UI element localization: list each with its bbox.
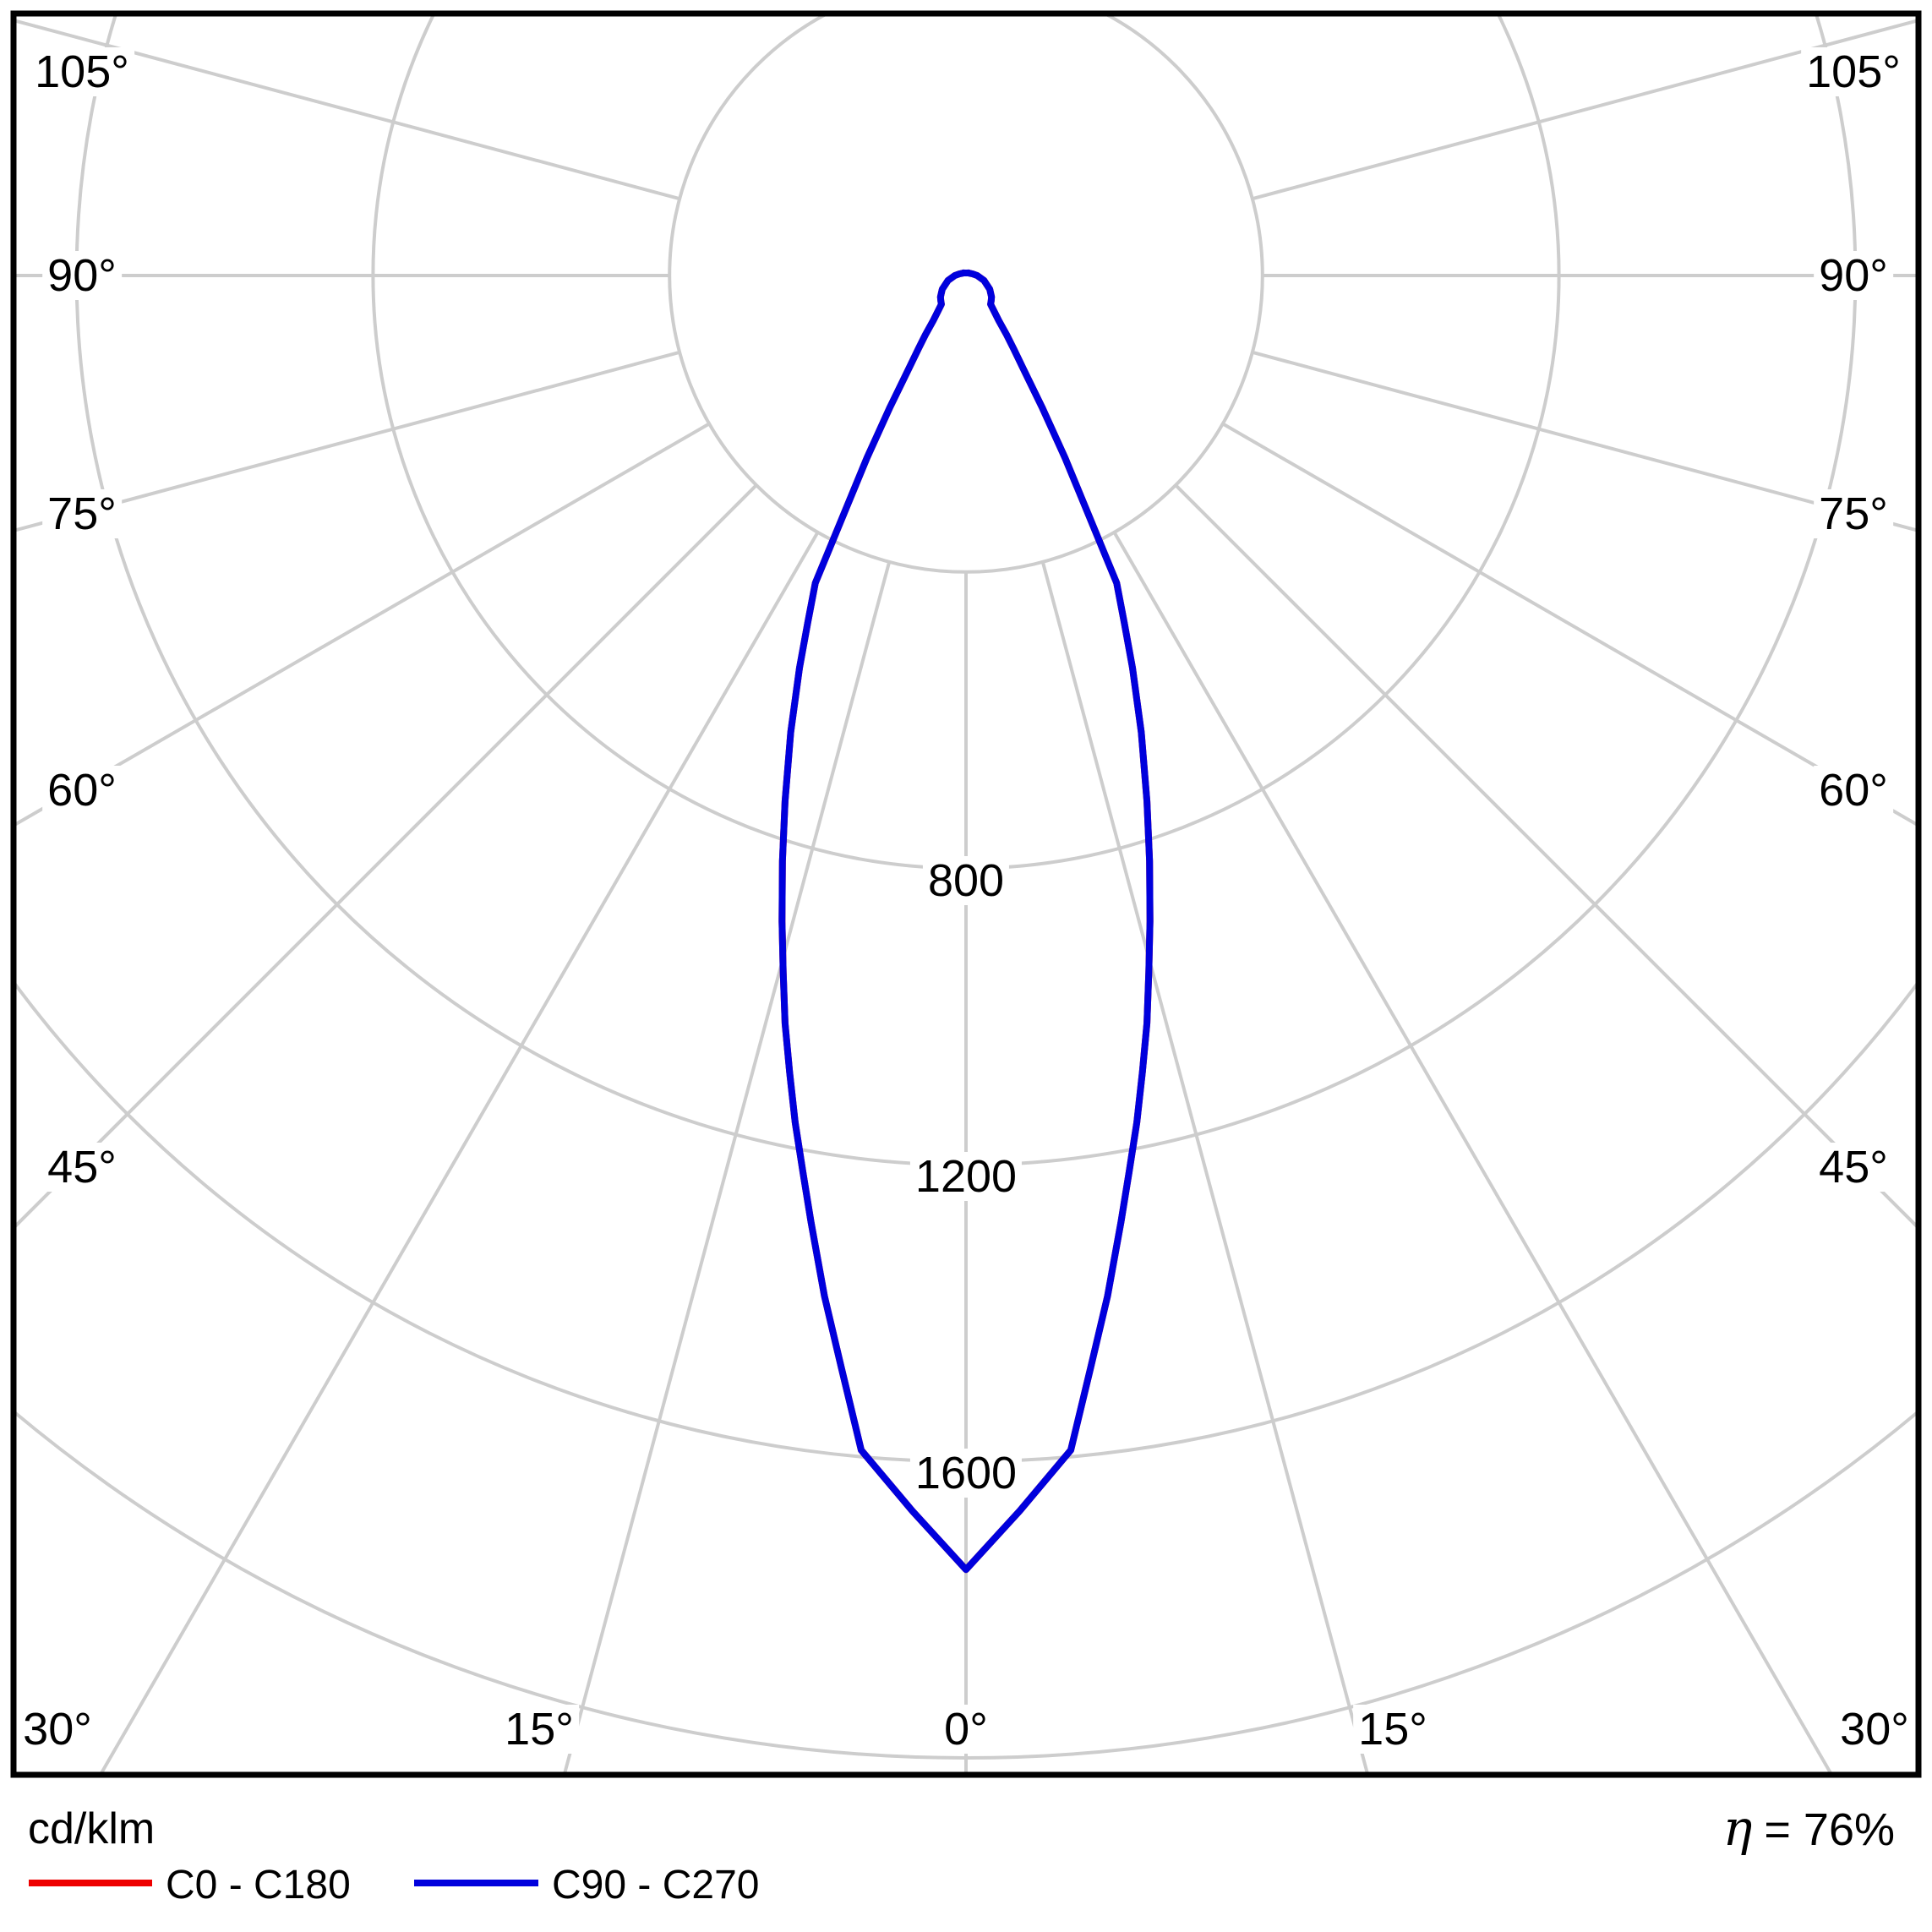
grid-radial-60deg <box>1221 422 1918 827</box>
grid-radial-15deg <box>1040 561 1370 1775</box>
legend-swatch-C0-C180 <box>29 1880 152 1886</box>
grid-radial-45deg <box>1174 483 1918 1231</box>
grid-radial--45deg <box>14 483 758 1231</box>
grid-radial-75deg <box>1252 350 1918 533</box>
legend-label-C90-C270: C90 - C270 <box>552 1863 760 1907</box>
grid-radial--105deg <box>14 18 680 201</box>
legend-label-C0-C180: C0 - C180 <box>166 1863 351 1907</box>
units-label: cd/klm <box>28 1804 156 1853</box>
grid-radial-105deg <box>1252 18 1918 201</box>
grid-ring-400 <box>668 14 1264 574</box>
grid-radial--75deg <box>14 350 680 533</box>
grid-radial-30deg <box>1112 531 1834 1775</box>
legend-swatch-C90-C270 <box>414 1880 538 1886</box>
plot-frame <box>10 10 1922 1778</box>
eta-symbol: η <box>1722 1799 1753 1857</box>
curve-C90-C270 <box>778 269 1154 1574</box>
efficiency-label: η = 76% <box>1723 1804 1895 1853</box>
grid-radial--15deg <box>562 561 892 1775</box>
grid-radial--30deg <box>98 531 820 1775</box>
intensity-curves <box>778 269 1154 1574</box>
efficiency-value: = 76% <box>1764 1804 1895 1855</box>
grid-radial--60deg <box>14 422 711 827</box>
